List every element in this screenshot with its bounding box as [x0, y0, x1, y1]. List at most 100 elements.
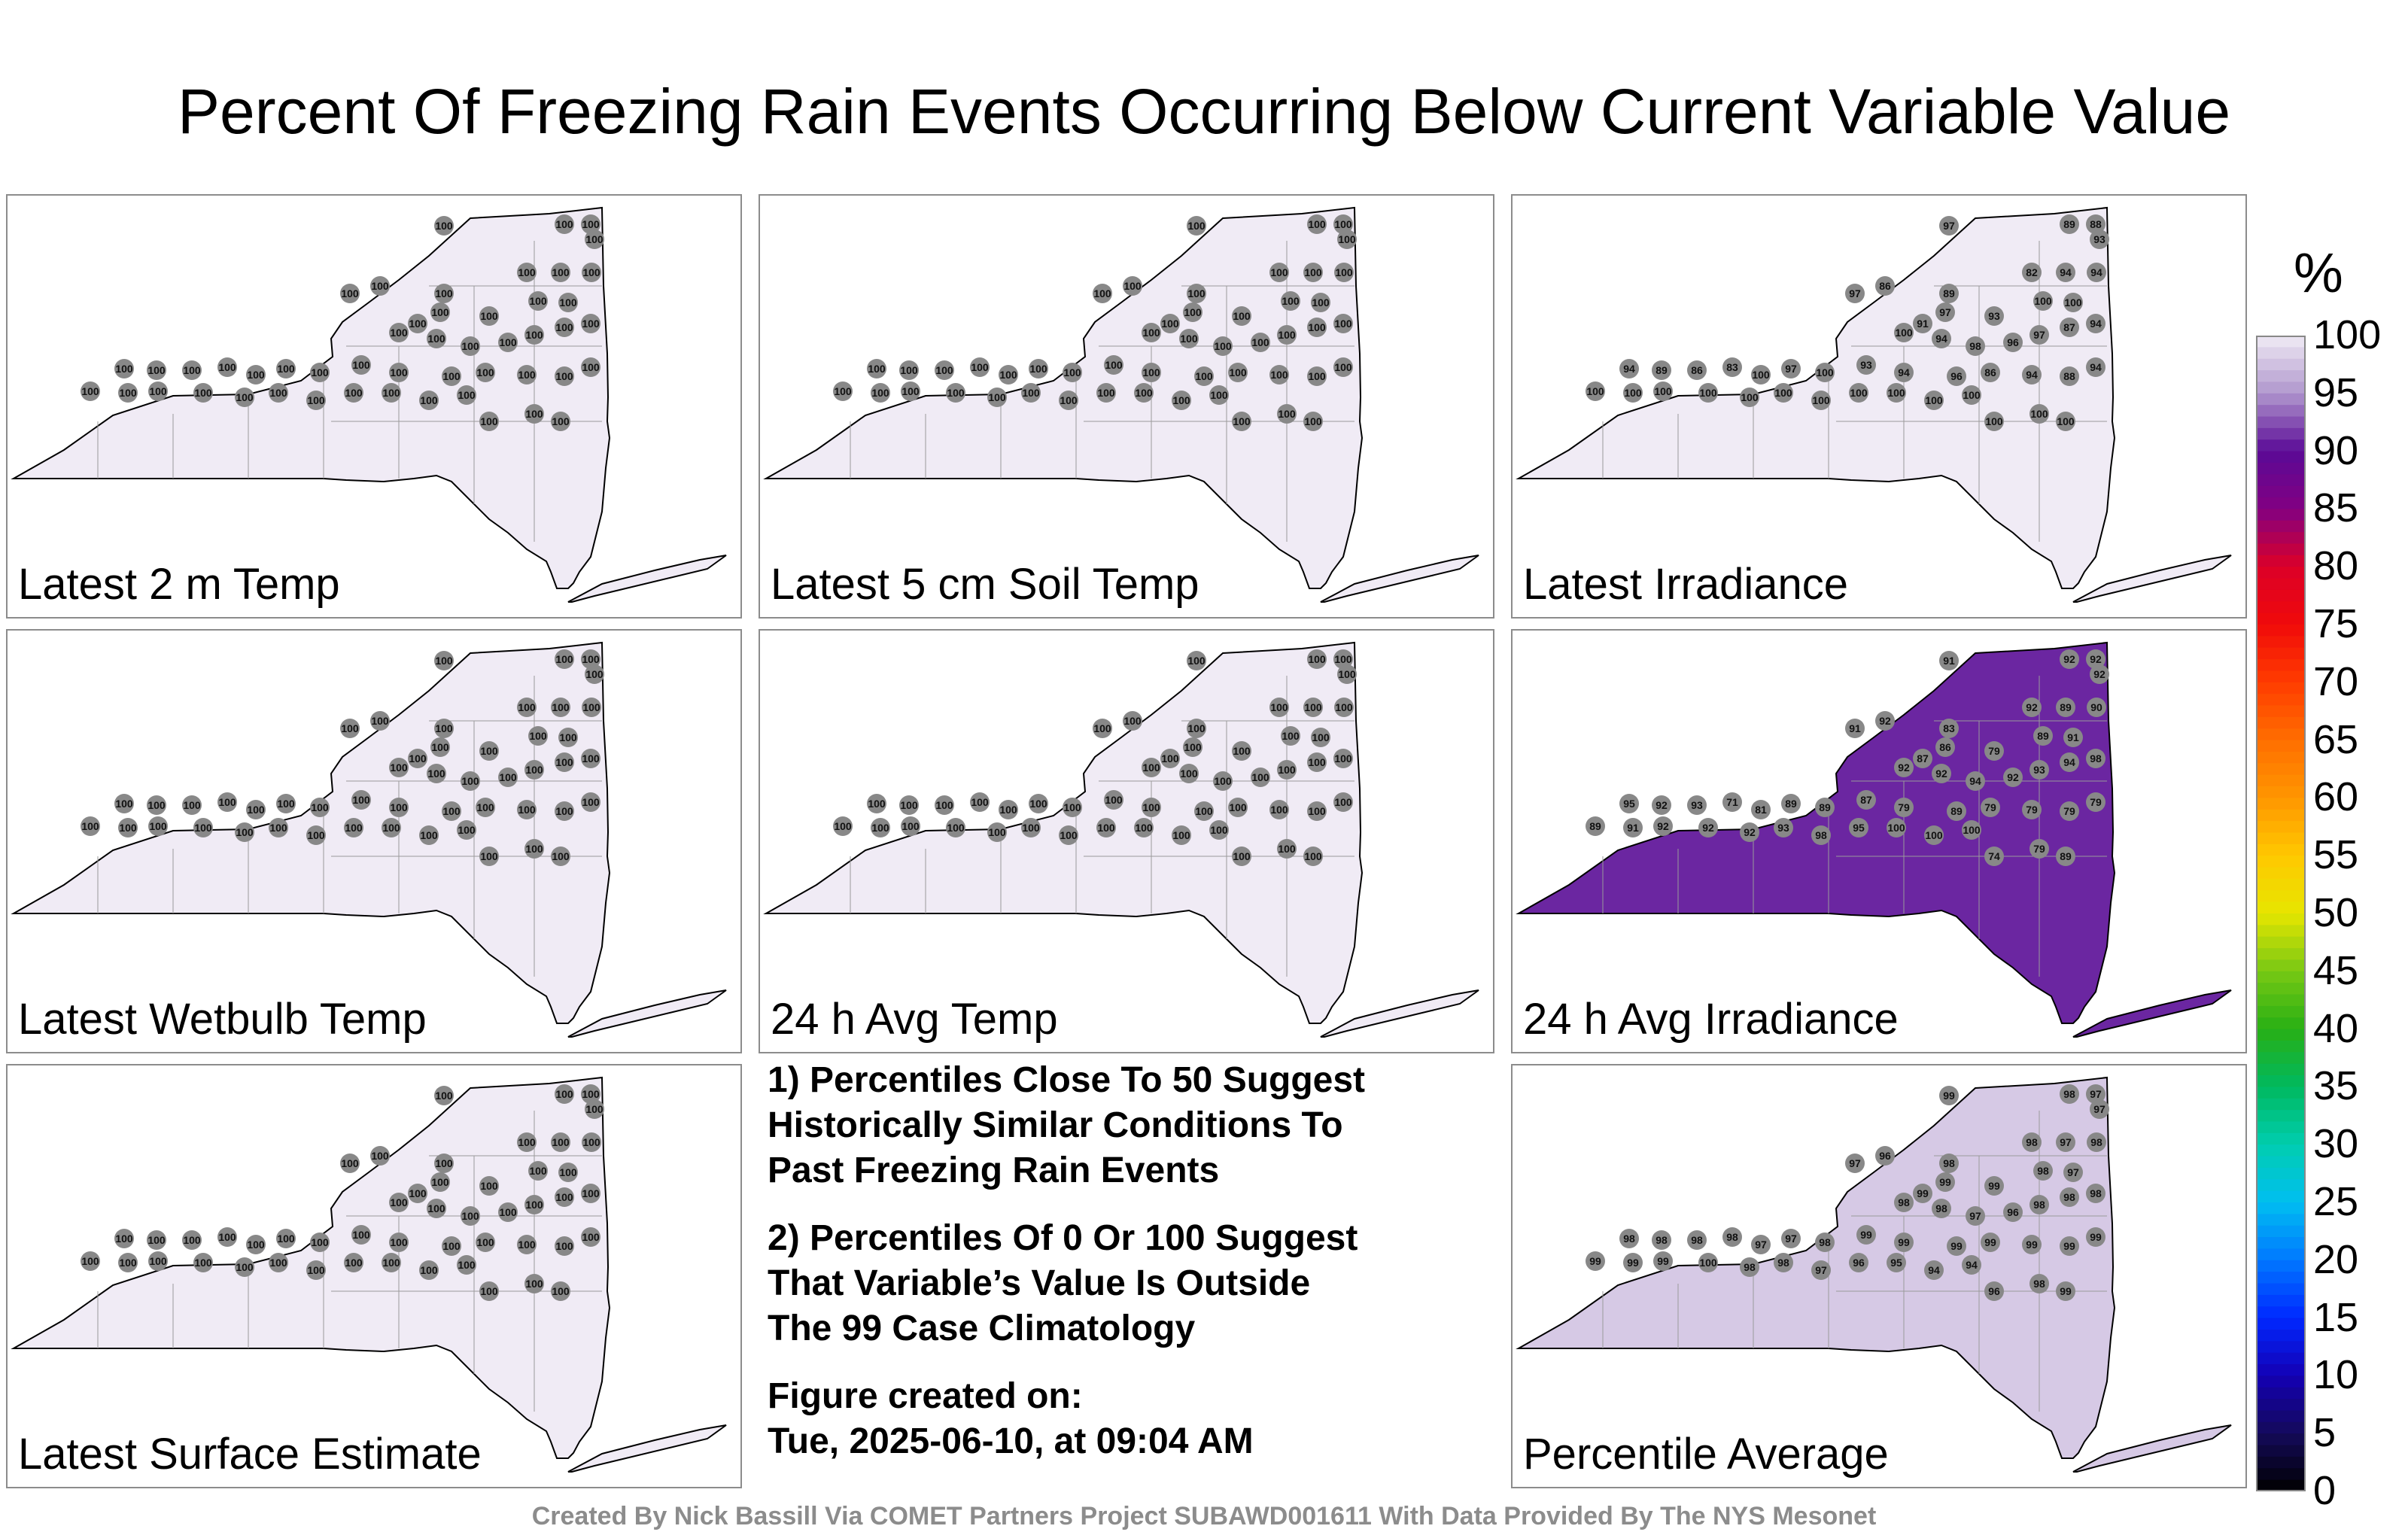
svg-text:71: 71	[1726, 796, 1738, 808]
svg-text:79: 79	[2033, 843, 2045, 855]
station-marker: 100	[1281, 726, 1300, 746]
svg-text:100: 100	[1304, 266, 1322, 278]
svg-text:98: 98	[1623, 1233, 1635, 1245]
svg-text:97: 97	[1943, 220, 1955, 232]
station-marker: 100	[581, 357, 600, 377]
map-panel-latest-wetbulb-temp: 100 100 100 100 100 100 100 100 100 100 100 100 100 1…	[6, 629, 742, 1053]
station-marker: 100	[457, 820, 476, 840]
svg-text:94: 94	[2090, 361, 2102, 373]
station-marker: 88	[2086, 214, 2105, 234]
station-marker: 100	[498, 1202, 518, 1222]
svg-text:97: 97	[2067, 1166, 2079, 1178]
svg-text:100: 100	[382, 822, 400, 834]
station-marker: 100	[1623, 383, 1643, 403]
svg-text:100: 100	[431, 306, 449, 318]
svg-text:100: 100	[1304, 415, 1322, 427]
svg-text:100: 100	[1278, 843, 1296, 855]
station-marker: 100	[1586, 381, 1605, 401]
station-marker: 100	[1134, 383, 1154, 403]
svg-text:100: 100	[582, 796, 600, 808]
svg-text:100: 100	[518, 1136, 536, 1148]
station-marker: 99	[1947, 1236, 1966, 1256]
station-marker: 100	[1232, 306, 1251, 326]
svg-text:100: 100	[582, 1231, 600, 1243]
svg-text:100: 100	[442, 370, 461, 382]
svg-text:99: 99	[2026, 1239, 2038, 1251]
station-marker: 100	[351, 355, 371, 375]
station-marker: 100	[118, 818, 138, 837]
svg-text:100: 100	[582, 653, 600, 665]
svg-text:100: 100	[555, 321, 573, 333]
svg-text:100: 100	[431, 1176, 449, 1188]
station-marker: 100	[1333, 357, 1353, 377]
station-marker: 98	[1811, 825, 1831, 845]
station-marker: 100	[555, 752, 574, 772]
station-marker: 100	[1887, 818, 1906, 837]
svg-text:92: 92	[2093, 668, 2105, 680]
svg-text:89: 89	[2037, 730, 2049, 742]
station-marker: 100	[434, 1154, 454, 1173]
station-marker: 86	[1875, 276, 1895, 296]
station-marker: 100	[1333, 649, 1353, 669]
station-marker: 98	[2029, 1274, 2049, 1293]
station-marker: 100	[81, 381, 100, 401]
station-marker: 100	[1303, 698, 1323, 717]
station-marker: 100	[408, 1184, 427, 1203]
svg-text:98: 98	[2063, 1088, 2075, 1100]
station-marker: 100	[1815, 363, 1835, 382]
station-marker: 100	[1059, 391, 1078, 410]
station-marker: 100	[1104, 790, 1123, 810]
station-marker: 100	[479, 1281, 499, 1301]
station-marker: 91	[1913, 314, 1932, 333]
svg-text:100: 100	[1816, 366, 1834, 378]
station-marker: 79	[2060, 801, 2079, 821]
svg-text:100: 100	[409, 318, 427, 330]
station-marker: 100	[442, 801, 461, 821]
svg-text:100: 100	[999, 804, 1017, 816]
svg-text:79: 79	[2090, 796, 2102, 808]
station-marker: 100	[871, 383, 890, 403]
svg-text:100: 100	[947, 822, 965, 834]
svg-text:100: 100	[1229, 366, 1247, 378]
station-marker: 100	[581, 792, 600, 812]
svg-text:100: 100	[1925, 394, 1943, 406]
svg-text:100: 100	[345, 387, 363, 399]
svg-text:89: 89	[1785, 798, 1797, 810]
station-marker: 100	[2029, 404, 2049, 424]
svg-text:97: 97	[1939, 306, 1951, 318]
svg-text:100: 100	[147, 799, 166, 811]
svg-text:100: 100	[1278, 408, 1296, 420]
svg-text:86: 86	[1879, 280, 1891, 292]
svg-text:100: 100	[390, 801, 408, 813]
svg-text:100: 100	[115, 798, 133, 810]
svg-text:100: 100	[1135, 822, 1153, 834]
svg-text:100: 100	[1308, 321, 1326, 333]
svg-text:100: 100	[341, 722, 359, 734]
svg-text:92: 92	[1879, 715, 1891, 727]
svg-text:100: 100	[1270, 804, 1288, 816]
svg-text:100: 100	[1142, 366, 1160, 378]
svg-text:100: 100	[194, 387, 212, 399]
svg-text:100: 100	[1654, 385, 1672, 397]
svg-text:96: 96	[2007, 1206, 2019, 1218]
svg-text:94: 94	[1623, 363, 1635, 375]
svg-text:100: 100	[352, 1229, 370, 1241]
svg-text:100: 100	[476, 801, 494, 813]
svg-text:100: 100	[582, 266, 600, 278]
svg-text:100: 100	[480, 415, 498, 427]
svg-text:100: 100	[1699, 1257, 1717, 1269]
long-island-outline	[1320, 555, 1479, 603]
station-marker: 100	[585, 664, 604, 684]
station-marker: 100	[1142, 798, 1161, 817]
svg-text:100: 100	[1270, 701, 1288, 713]
panel-label: Latest Surface Estimate	[15, 1429, 485, 1479]
station-marker: 74	[1984, 847, 2004, 866]
station-marker: 100	[1894, 323, 1914, 342]
station-marker: 99	[1586, 1251, 1605, 1271]
colorbar-tick-label: 15	[2313, 1294, 2359, 1340]
station-marker: 83	[1722, 357, 1742, 377]
station-marker: 100	[479, 306, 499, 326]
station-marker: 100	[581, 214, 600, 234]
station-marker: 100	[555, 214, 574, 234]
station-marker: 100	[582, 1132, 601, 1152]
